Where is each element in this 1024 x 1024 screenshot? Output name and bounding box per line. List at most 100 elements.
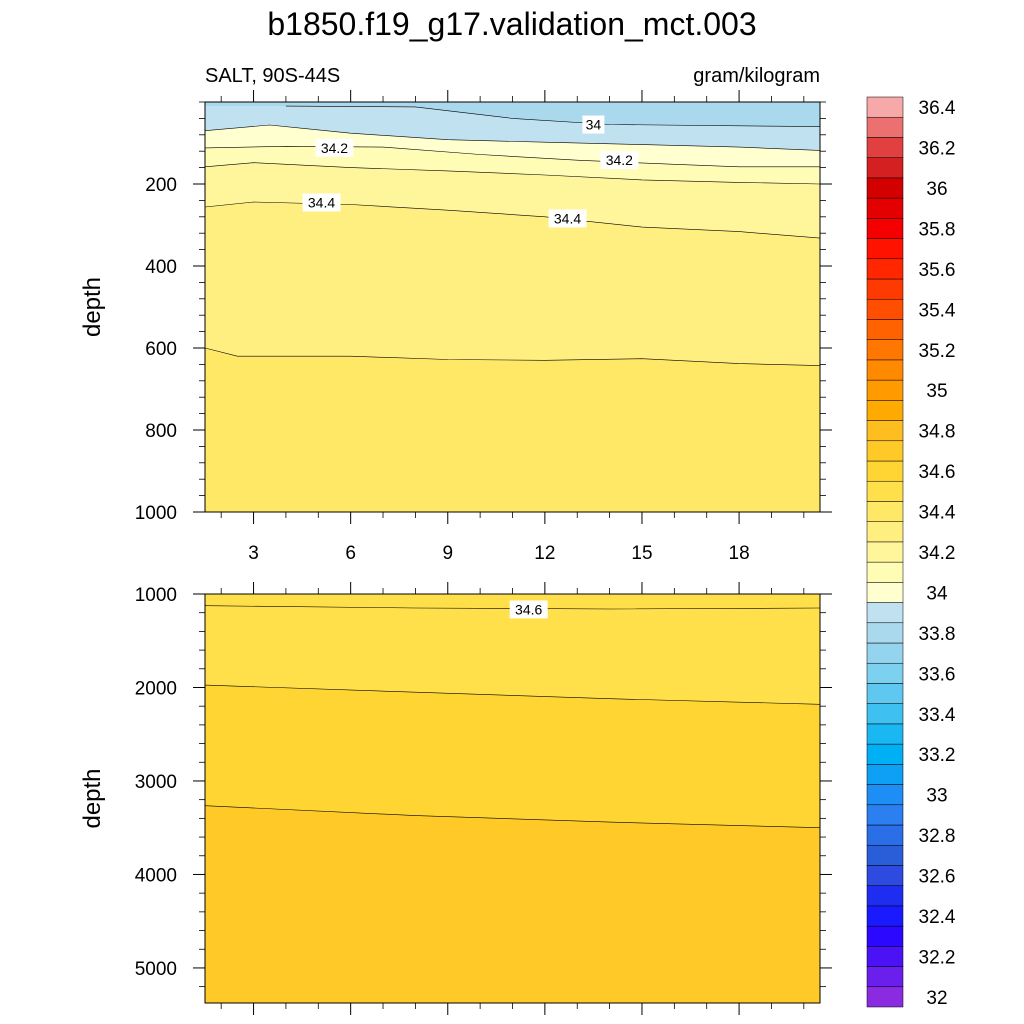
contour-fill-34-4: [205, 348, 820, 512]
colorbar-label: 32: [926, 988, 947, 1009]
colorbar-box: [866, 865, 904, 886]
y-tick-label: 400: [145, 257, 177, 278]
colorbar-label: 34.4: [919, 503, 956, 524]
colorbar-box: [866, 764, 904, 785]
svg-text:34.2: 34.2: [321, 140, 348, 156]
colorbar-label: 32.6: [919, 867, 956, 888]
colorbar-box: [866, 683, 904, 704]
colorbar-box: [866, 319, 904, 340]
colorbar-box: [866, 662, 904, 684]
x-tick-label: 3: [248, 543, 259, 564]
contour-line-34-6: [205, 684, 820, 705]
y-tick-label: 5000: [135, 959, 177, 980]
contour-fills: [205, 594, 820, 1003]
colorbar-box: [866, 218, 904, 239]
contour-line-33-9: [285, 105, 820, 127]
contour-fills: [205, 102, 820, 512]
contour-line-34-3: [205, 201, 820, 239]
colorbar: 32 32.2 32.4 32.6 32.8 33 33.2 33.4 33.6 33.8 34 34…: [866, 96, 956, 1009]
contour-line-34-7: [205, 805, 820, 828]
contour-line-34-4: [205, 347, 820, 366]
contour-fill-34-7: [205, 805, 820, 1003]
colorbar-box: [866, 804, 904, 826]
colorbar-box: [866, 197, 904, 219]
colorbar-box: [866, 844, 904, 866]
y-tick-label: 4000: [135, 865, 177, 886]
colorbar-box: [866, 622, 904, 644]
contour-label: 34.6: [509, 600, 548, 619]
colorbar-box: [866, 379, 904, 401]
colorbar-box: [866, 238, 904, 260]
y-tick-label: 200: [145, 175, 177, 196]
svg-text:34.4: 34.4: [308, 194, 335, 210]
colorbar-label: 36.2: [919, 139, 956, 160]
colorbar-box: [866, 582, 904, 603]
colorbar-box: [866, 541, 904, 563]
svg-text:34: 34: [586, 117, 602, 133]
y-tick-label: 800: [145, 421, 177, 442]
colorbar-label: 32.2: [919, 947, 956, 968]
y-tick-label: 600: [145, 339, 177, 360]
colorbar-box: [866, 177, 904, 199]
colorbar-box: [866, 521, 904, 543]
colorbar-box: [866, 359, 904, 381]
y-tick-label: 1000: [135, 503, 177, 524]
colorbar-box: [866, 703, 904, 725]
colorbar-box: [866, 784, 904, 806]
colorbar-box: [866, 480, 904, 502]
contour-label: 34.2: [315, 138, 354, 157]
colorbar-label: 33.8: [919, 624, 956, 645]
colorbar-box: [866, 743, 904, 765]
lower-depth-panel: 34.6 1000 2000 3000 4000 5000 depth: [79, 582, 832, 1015]
contour-label: 34.4: [302, 193, 341, 212]
figure-title: b1850.f19_g17.validation_mct.003: [267, 6, 756, 42]
colorbar-box: [866, 905, 904, 927]
x-tick-label: 12: [534, 543, 555, 564]
svg-text:34.6: 34.6: [515, 601, 542, 617]
colorbar-label: 36.4: [919, 98, 956, 119]
colorbar-box: [866, 137, 904, 158]
y-axis-label: depth: [79, 768, 106, 828]
colorbar-box: [866, 925, 904, 947]
contour-line-34: [205, 124, 820, 151]
contour-label: 34.2: [600, 151, 639, 170]
contour-line-34-2: [205, 162, 820, 185]
colorbar-box: [866, 298, 904, 320]
x-tick-label: 6: [345, 543, 356, 564]
colorbar-box: [866, 460, 904, 482]
colorbar-label: 36: [926, 179, 947, 200]
colorbar-label: 35.2: [919, 341, 956, 362]
y-tick-label: 3000: [135, 772, 177, 793]
y-tick-label: 1000: [135, 585, 177, 606]
svg-text:34.2: 34.2: [606, 152, 633, 168]
left-subtitle: SALT, 90S-44S: [205, 65, 340, 87]
colorbar-box: [866, 96, 904, 118]
colorbar-label: 34: [926, 583, 948, 604]
colorbar-label: 33.4: [919, 705, 956, 726]
contour-label: 34.4: [548, 209, 587, 228]
x-tick-label: 15: [631, 543, 652, 564]
colorbar-label: 33: [926, 786, 947, 807]
x-tick-label: 9: [442, 543, 453, 564]
colorbar-label: 35: [926, 381, 947, 402]
contour-line-34-1: [205, 145, 820, 168]
colorbar-label: 35.8: [919, 219, 956, 240]
colorbar-box: [866, 946, 904, 967]
colorbar-label: 34.6: [919, 462, 956, 483]
colorbar-box: [866, 966, 904, 988]
colorbar-box: [866, 642, 904, 664]
colorbar-box: [866, 561, 904, 583]
colorbar-label: 35.6: [919, 260, 956, 281]
right-subtitle: gram/kilogram: [693, 65, 820, 87]
colorbar-box: [866, 400, 904, 421]
colorbar-box: [866, 339, 904, 361]
colorbar-label: 35.4: [919, 300, 956, 321]
colorbar-box: [866, 602, 904, 624]
colorbar-box: [866, 986, 904, 1008]
colorbar-label: 33.2: [919, 745, 956, 766]
svg-text:34.4: 34.4: [554, 210, 581, 226]
colorbar-box: [866, 157, 904, 179]
colorbar-box: [866, 420, 904, 442]
colorbar-label: 32.8: [919, 826, 956, 847]
